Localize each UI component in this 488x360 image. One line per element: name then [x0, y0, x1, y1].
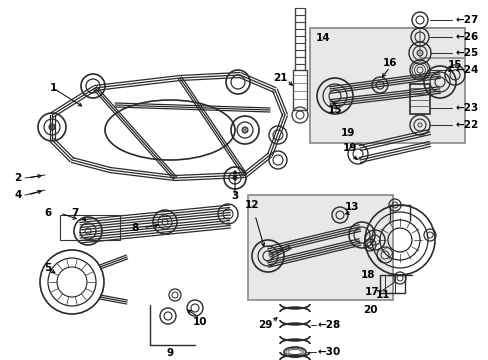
Text: 19: 19: [342, 143, 356, 153]
Text: ←27: ←27: [454, 15, 477, 25]
Bar: [419, 28, 464, 58]
Text: 1: 1: [49, 83, 57, 93]
Bar: [409, 84, 429, 114]
Text: 20: 20: [362, 305, 376, 315]
Text: 10: 10: [192, 317, 207, 327]
Circle shape: [49, 124, 55, 130]
Bar: [60, 215, 120, 240]
Text: 6: 6: [44, 208, 52, 218]
Text: 9: 9: [166, 348, 173, 358]
Text: 21: 21: [272, 73, 286, 83]
Text: 29: 29: [257, 320, 272, 330]
Text: ←24: ←24: [454, 65, 477, 75]
Text: 18: 18: [360, 270, 374, 280]
Text: 17: 17: [364, 287, 379, 297]
Text: 7: 7: [71, 208, 79, 218]
Text: 15: 15: [327, 105, 342, 115]
Text: 16: 16: [382, 58, 396, 68]
Bar: [292, 70, 306, 110]
Text: 4: 4: [14, 190, 21, 200]
Circle shape: [242, 127, 247, 133]
Text: 8: 8: [131, 223, 138, 233]
Text: 19: 19: [340, 128, 354, 138]
Text: 11: 11: [375, 290, 389, 300]
Text: ←23: ←23: [454, 103, 477, 113]
Text: 5: 5: [44, 263, 52, 273]
Text: 14: 14: [315, 33, 329, 43]
Text: ←22: ←22: [454, 120, 477, 130]
Text: ←30: ←30: [317, 347, 341, 357]
Text: ←26: ←26: [454, 32, 477, 42]
Bar: [247, 195, 392, 300]
Text: ←25: ←25: [454, 48, 477, 58]
Text: 2: 2: [14, 173, 21, 183]
Circle shape: [416, 50, 422, 56]
Circle shape: [232, 176, 237, 180]
Text: ←28: ←28: [317, 320, 341, 330]
Text: 15: 15: [447, 60, 461, 70]
Bar: [309, 28, 464, 143]
Text: 13: 13: [344, 202, 359, 212]
Text: 12: 12: [244, 200, 259, 210]
Bar: [379, 275, 404, 293]
Text: 3: 3: [231, 191, 238, 201]
